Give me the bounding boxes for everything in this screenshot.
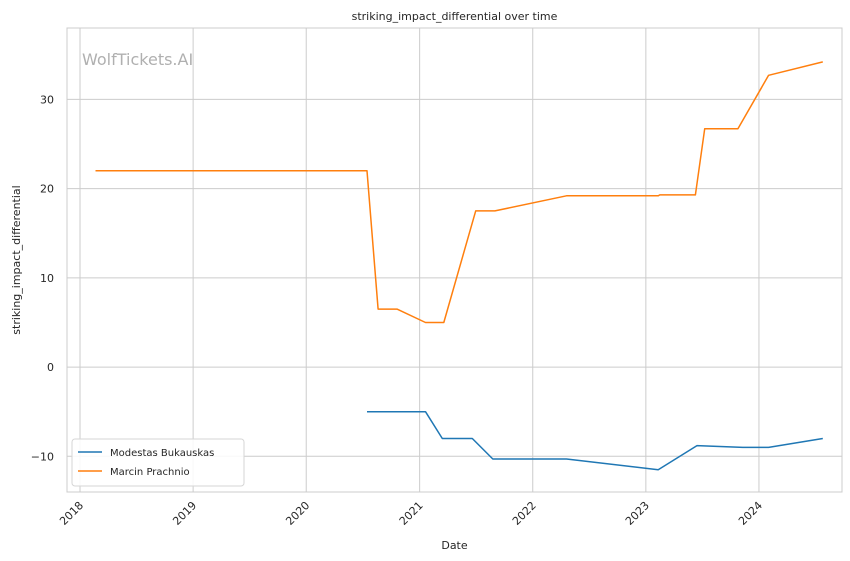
y-tick-label: 0	[47, 361, 54, 374]
series-line-2	[95, 61, 823, 324]
plot-area	[66, 27, 843, 493]
y-tick-label: −10	[31, 450, 54, 463]
chart-title: striking_impact_differential over time	[352, 10, 558, 23]
y-axis-label: striking_impact_differential	[10, 185, 23, 334]
watermark: WolfTickets.AI	[82, 50, 193, 69]
series-line-1	[367, 410, 823, 471]
legend-label: Marcin Prachnio	[110, 467, 190, 478]
legend: Modestas Bukauskas Marcin Prachnio	[71, 438, 245, 487]
y-tick-label: 20	[40, 183, 54, 196]
x-axis-label: Date	[441, 539, 468, 552]
y-axis-ticks: −10 0 10 20 30	[31, 93, 54, 463]
y-tick-label: 30	[40, 93, 54, 106]
legend-label: Modestas Bukauskas	[110, 448, 214, 459]
legend-box	[71, 438, 245, 487]
series-lines	[95, 61, 823, 471]
y-tick-label: 10	[40, 272, 54, 285]
